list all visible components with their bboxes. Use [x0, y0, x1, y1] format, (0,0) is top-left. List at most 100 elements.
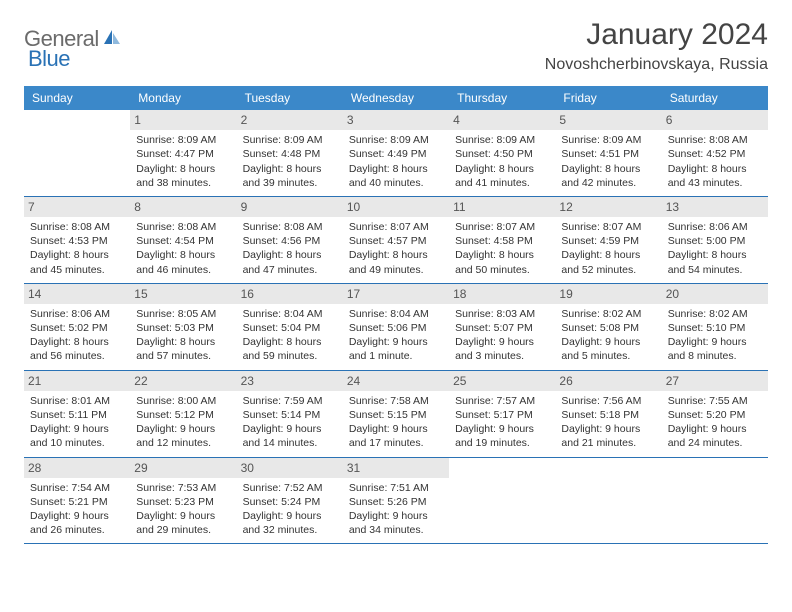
day-number: 27 — [662, 371, 768, 391]
daylight-text: Daylight: 8 hours and 56 minutes. — [30, 335, 124, 363]
sunset-text: Sunset: 5:24 PM — [243, 495, 337, 509]
daylight-text: Daylight: 9 hours and 14 minutes. — [243, 422, 337, 450]
daylight-text: Daylight: 9 hours and 8 minutes. — [668, 335, 762, 363]
sunset-text: Sunset: 4:49 PM — [349, 147, 443, 161]
sunset-text: Sunset: 5:14 PM — [243, 408, 337, 422]
sunset-text: Sunset: 4:57 PM — [349, 234, 443, 248]
sunrise-text: Sunrise: 8:03 AM — [455, 307, 549, 321]
sunrise-text: Sunrise: 8:01 AM — [30, 394, 124, 408]
sunset-text: Sunset: 5:12 PM — [136, 408, 230, 422]
calendar-cell: 2Sunrise: 8:09 AMSunset: 4:48 PMDaylight… — [237, 110, 343, 196]
sunset-text: Sunset: 5:17 PM — [455, 408, 549, 422]
calendar-cell: 16 Sunrise: 8:04 AMSunset: 5:04 PMDayligh… — [237, 283, 343, 370]
sunset-text: Sunset: 4:54 PM — [136, 234, 230, 248]
day-number: 29 — [130, 458, 236, 478]
day-number: 13 — [662, 197, 768, 217]
calendar-cell: 23Sunrise: 7:59 AMSunset: 5:14 PMDayligh… — [237, 370, 343, 457]
day-number: 7 — [24, 197, 130, 217]
day-number: 10 — [343, 197, 449, 217]
calendar-row: 1Sunrise: 8:09 AMSunset: 4:47 PMDaylight… — [24, 110, 768, 196]
daylight-text: Daylight: 8 hours and 42 minutes. — [561, 162, 655, 190]
sunset-text: Sunset: 5:08 PM — [561, 321, 655, 335]
sunset-text: Sunset: 5:23 PM — [136, 495, 230, 509]
daylight-text: Daylight: 9 hours and 29 minutes. — [136, 509, 230, 537]
daylight-text: Daylight: 8 hours and 40 minutes. — [349, 162, 443, 190]
sunrise-text: Sunrise: 8:09 AM — [455, 133, 549, 147]
weekday-header: Thursday — [449, 86, 555, 110]
calendar-cell: 26Sunrise: 7:56 AMSunset: 5:18 PMDayligh… — [555, 370, 661, 457]
calendar-cell: 4Sunrise: 8:09 AMSunset: 4:50 PMDaylight… — [449, 110, 555, 196]
calendar-cell: 8Sunrise: 8:08 AMSunset: 4:54 PMDaylight… — [130, 196, 236, 283]
day-number: 12 — [555, 197, 661, 217]
daylight-text: Daylight: 9 hours and 19 minutes. — [455, 422, 549, 450]
calendar-row: 21Sunrise: 8:01 AMSunset: 5:11 PMDayligh… — [24, 370, 768, 457]
sunset-text: Sunset: 5:15 PM — [349, 408, 443, 422]
sunset-text: Sunset: 4:47 PM — [136, 147, 230, 161]
sunset-text: Sunset: 4:56 PM — [243, 234, 337, 248]
calendar-head: SundayMondayTuesdayWednesdayThursdayFrid… — [24, 86, 768, 110]
weekday-header: Monday — [130, 86, 236, 110]
weekday-header: Saturday — [662, 86, 768, 110]
month-title: January 2024 — [545, 18, 768, 52]
sunrise-text: Sunrise: 8:08 AM — [30, 220, 124, 234]
brand-sail-icon — [102, 28, 122, 51]
calendar-cell — [662, 457, 768, 544]
calendar-cell: 7Sunrise: 8:08 AMSunset: 4:53 PMDaylight… — [24, 196, 130, 283]
sunset-text: Sunset: 5:18 PM — [561, 408, 655, 422]
sunrise-text: Sunrise: 8:04 AM — [349, 307, 443, 321]
day-number: 6 — [662, 110, 768, 130]
sunrise-text: Sunrise: 8:02 AM — [668, 307, 762, 321]
calendar-row: 14Sunrise: 8:06 AMSunset: 5:02 PMDayligh… — [24, 283, 768, 370]
sunset-text: Sunset: 4:50 PM — [455, 147, 549, 161]
day-number: 8 — [130, 197, 236, 217]
daylight-text: Daylight: 8 hours and 41 minutes. — [455, 162, 549, 190]
day-number: 30 — [237, 458, 343, 478]
location: Novoshcherbinovskaya, Russia — [545, 56, 768, 74]
daylight-text: Daylight: 8 hours and 49 minutes. — [349, 248, 443, 276]
calendar-cell: 24Sunrise: 7:58 AMSunset: 5:15 PMDayligh… — [343, 370, 449, 457]
calendar-cell: 19Sunrise: 8:02 AMSunset: 5:08 PMDayligh… — [555, 283, 661, 370]
sunrise-text: Sunrise: 8:00 AM — [136, 394, 230, 408]
sunset-text: Sunset: 5:26 PM — [349, 495, 443, 509]
daylight-text: Daylight: 9 hours and 24 minutes. — [668, 422, 762, 450]
sunrise-text: Sunrise: 8:08 AM — [668, 133, 762, 147]
daylight-text: Daylight: 9 hours and 1 minute. — [349, 335, 443, 363]
sunrise-text: Sunrise: 8:09 AM — [136, 133, 230, 147]
daylight-text: Daylight: 8 hours and 52 minutes. — [561, 248, 655, 276]
sunset-text: Sunset: 4:53 PM — [30, 234, 124, 248]
calendar-row: 28Sunrise: 7:54 AMSunset: 5:21 PMDayligh… — [24, 457, 768, 544]
calendar-cell: 20Sunrise: 8:02 AMSunset: 5:10 PMDayligh… — [662, 283, 768, 370]
sunset-text: Sunset: 5:00 PM — [668, 234, 762, 248]
sunrise-text: Sunrise: 8:09 AM — [561, 133, 655, 147]
calendar-cell: 31Sunrise: 7:51 AMSunset: 5:26 PMDayligh… — [343, 457, 449, 544]
day-number: 23 — [237, 371, 343, 391]
sunrise-text: Sunrise: 7:56 AM — [561, 394, 655, 408]
daylight-text: Daylight: 8 hours and 38 minutes. — [136, 162, 230, 190]
calendar-cell: 15Sunrise: 8:05 AMSunset: 5:03 PMDayligh… — [130, 283, 236, 370]
calendar-table: SundayMondayTuesdayWednesdayThursdayFrid… — [24, 86, 768, 544]
calendar-cell: 27Sunrise: 7:55 AMSunset: 5:20 PMDayligh… — [662, 370, 768, 457]
day-number: 15 — [130, 284, 236, 304]
sunset-text: Sunset: 5:04 PM — [243, 321, 337, 335]
daylight-text: Daylight: 8 hours and 43 minutes. — [668, 162, 762, 190]
day-number: 16 — [237, 284, 343, 304]
title-block: January 2024 Novoshcherbinovskaya, Russi… — [545, 18, 768, 74]
daylight-text: Daylight: 9 hours and 32 minutes. — [243, 509, 337, 537]
calendar-cell: 11Sunrise: 8:07 AMSunset: 4:58 PMDayligh… — [449, 196, 555, 283]
sunrise-text: Sunrise: 7:57 AM — [455, 394, 549, 408]
calendar-cell — [555, 457, 661, 544]
sunset-text: Sunset: 4:48 PM — [243, 147, 337, 161]
sunrise-text: Sunrise: 8:04 AM — [243, 307, 337, 321]
daylight-text: Daylight: 8 hours and 46 minutes. — [136, 248, 230, 276]
sunset-text: Sunset: 5:07 PM — [455, 321, 549, 335]
daylight-text: Daylight: 9 hours and 17 minutes. — [349, 422, 443, 450]
calendar-cell: 30Sunrise: 7:52 AMSunset: 5:24 PMDayligh… — [237, 457, 343, 544]
daylight-text: Daylight: 9 hours and 3 minutes. — [455, 335, 549, 363]
sunrise-text: Sunrise: 8:08 AM — [243, 220, 337, 234]
calendar-cell: 3Sunrise: 8:09 AMSunset: 4:49 PMDaylight… — [343, 110, 449, 196]
daylight-text: Daylight: 9 hours and 21 minutes. — [561, 422, 655, 450]
calendar-cell: 1Sunrise: 8:09 AMSunset: 4:47 PMDaylight… — [130, 110, 236, 196]
day-number: 18 — [449, 284, 555, 304]
calendar-cell — [449, 457, 555, 544]
daylight-text: Daylight: 8 hours and 59 minutes. — [243, 335, 337, 363]
